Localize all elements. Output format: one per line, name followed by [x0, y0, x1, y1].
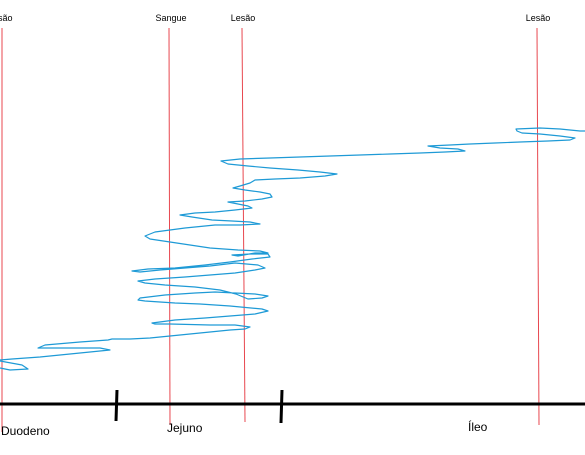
marker-label-1: são — [0, 13, 13, 23]
axis-tick-1 — [114, 389, 119, 422]
marker-label-4: Lesão — [526, 13, 551, 23]
marker-label-2: Sangue — [155, 13, 186, 23]
marker-line-2 — [168, 27, 171, 426]
axis-tick-2 — [279, 389, 284, 424]
marker-line-4 — [536, 27, 540, 426]
region-label-ileo: Íleo — [468, 419, 488, 434]
trace-line — [0, 127, 585, 371]
marker-label-3: Lesão — [231, 13, 256, 23]
region-label-jejuno: Jejuno — [167, 421, 203, 435]
region-label-duodeno: Duodeno — [1, 424, 50, 438]
